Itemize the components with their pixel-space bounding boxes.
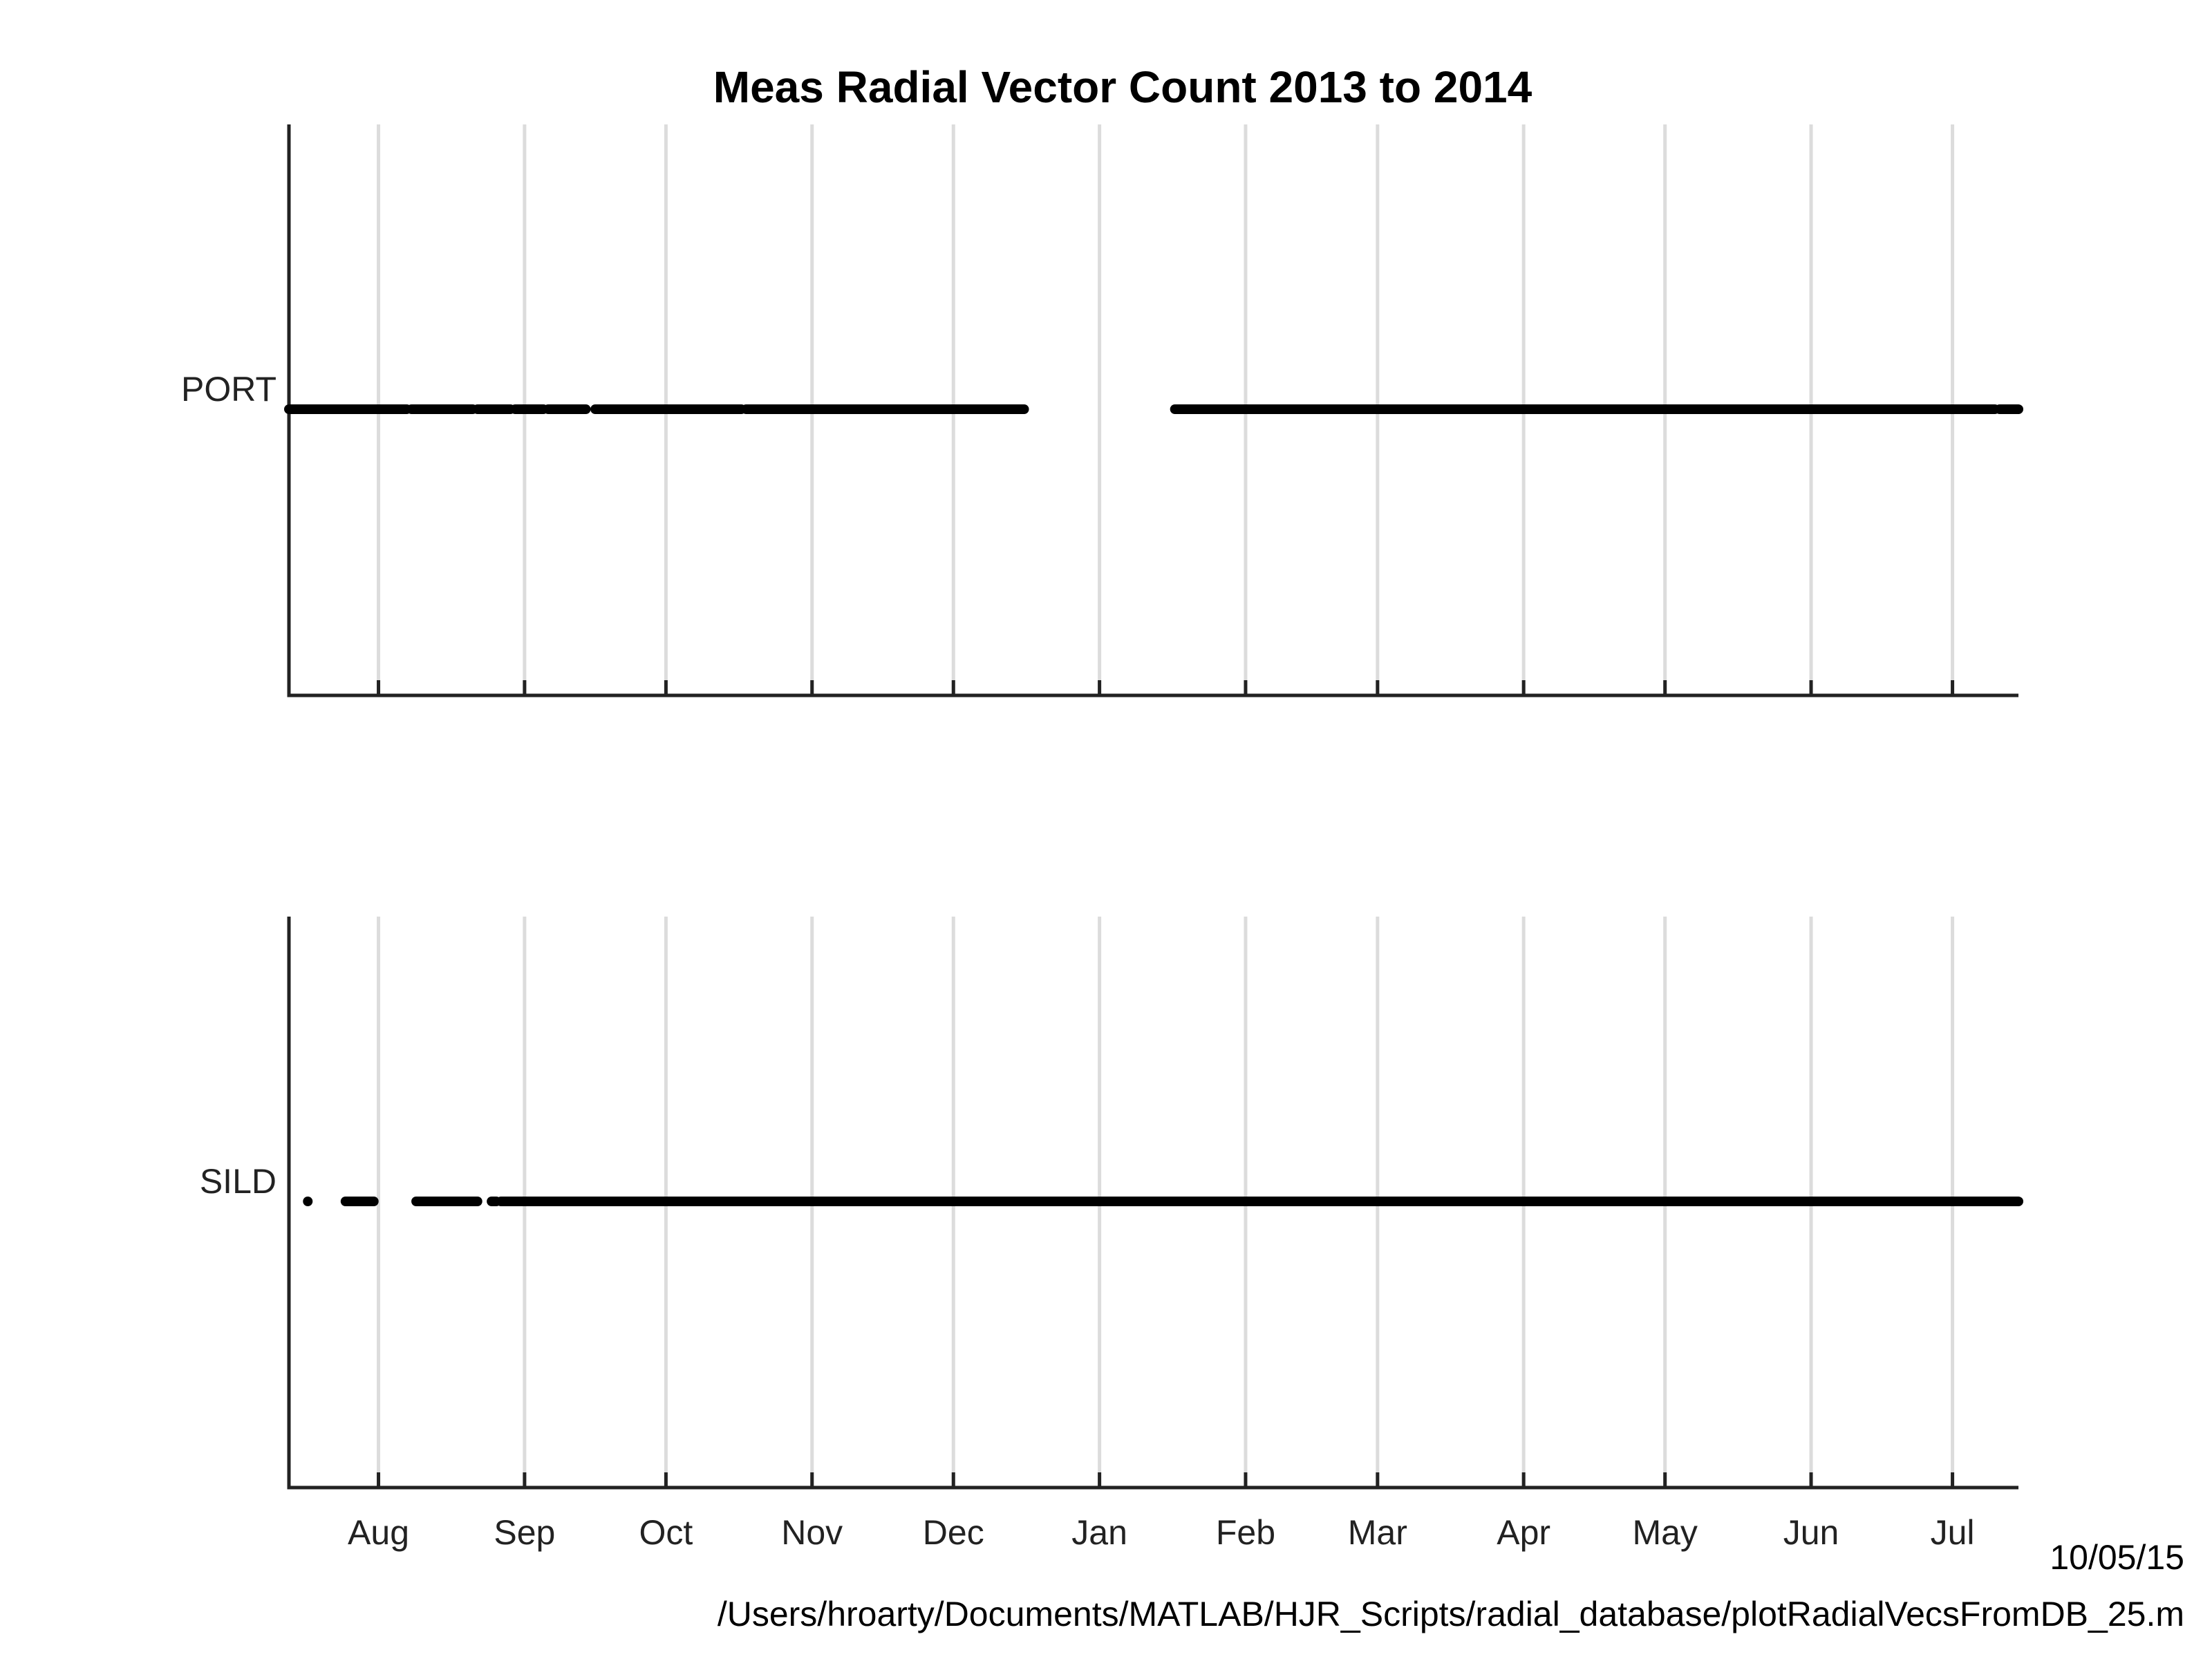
data-point-sild-0 xyxy=(303,1197,313,1206)
x-tick-label-dec: Dec xyxy=(923,1513,984,1552)
x-tick-label-feb: Feb xyxy=(1216,1513,1275,1552)
panel-sild: SILD Aug Sep Oct Nov Dec Jan Feb Mar Apr May Jun Jul xyxy=(200,917,2023,1552)
x-tick-label-jun: Jun xyxy=(1783,1513,1839,1552)
panel-port: PORT xyxy=(181,124,2023,697)
chart-title: Meas Radial Vector Count 2013 to 2014 xyxy=(713,62,1533,112)
x-tick-label-sep: Sep xyxy=(494,1513,555,1552)
x-tick-label-apr: Apr xyxy=(1497,1513,1550,1552)
x-tick-label-oct: Oct xyxy=(639,1513,693,1552)
x-tick-label-jan: Jan xyxy=(1071,1513,1127,1552)
axes-frame xyxy=(287,124,2018,697)
x-tick-label-jul: Jul xyxy=(1931,1513,1975,1552)
footer-date: 10/05/15 xyxy=(2050,1538,2184,1577)
x-tick-label-may: May xyxy=(1632,1513,1697,1552)
footer-path: /Users/hroarty/Documents/MATLAB/HJR_Scri… xyxy=(718,1595,2184,1633)
y-label-sild: SILD xyxy=(200,1162,276,1201)
x-tick-label-aug: Aug xyxy=(348,1513,409,1552)
x-tick-label-nov: Nov xyxy=(781,1513,843,1552)
y-label-port: PORT xyxy=(181,370,276,409)
axes-frame xyxy=(287,917,2018,1490)
x-tick-label-mar: Mar xyxy=(1348,1513,1407,1552)
